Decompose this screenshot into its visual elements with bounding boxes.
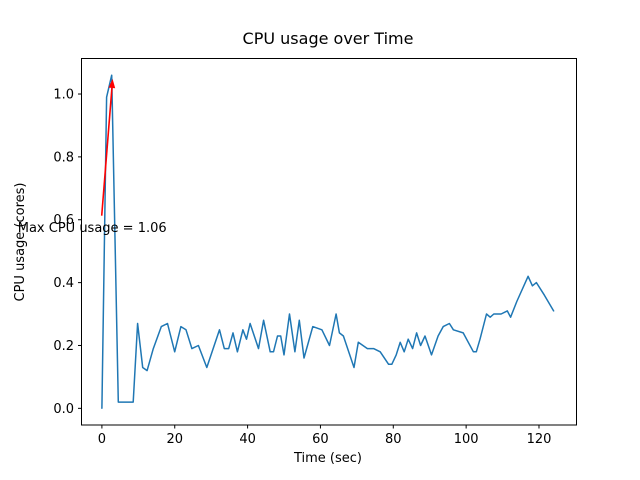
x-tick-label: 120: [527, 432, 552, 447]
x-tick-label: 20: [166, 432, 183, 447]
x-axis-label: Time (sec): [293, 451, 362, 466]
y-tick-label: 1.0: [53, 88, 74, 103]
cpu-usage-line: [101, 74, 555, 410]
x-tick-label: 100: [454, 432, 479, 447]
y-axis-label: CPU usage (cores): [13, 183, 28, 302]
x-tick-label: 60: [312, 432, 329, 447]
arrow-head-icon: [108, 78, 116, 89]
x-axis-ticks: 0 20 40 60 80 100 120: [98, 425, 552, 447]
max-annotation-text: Max CPU usage = 1.06: [18, 221, 167, 236]
plot-area-border: [81, 58, 577, 426]
chart-title: CPU usage over Time: [243, 29, 414, 48]
x-tick-label: 80: [385, 432, 402, 447]
y-tick-label: 0.0: [53, 402, 74, 417]
arrow-shaft: [100, 87, 113, 216]
y-tick-label: 0.4: [53, 276, 74, 291]
max-annotation-arrow: [100, 78, 116, 216]
x-tick-label: 40: [239, 432, 256, 447]
y-tick-label: 0.2: [53, 339, 74, 354]
x-tick-label: 0: [98, 432, 106, 447]
y-tick-label: 0.6: [53, 213, 74, 228]
y-tick-label: 0.8: [53, 150, 74, 165]
y-axis-ticks: 0.0 0.2 0.4 0.6 0.8 1.0: [53, 88, 82, 417]
